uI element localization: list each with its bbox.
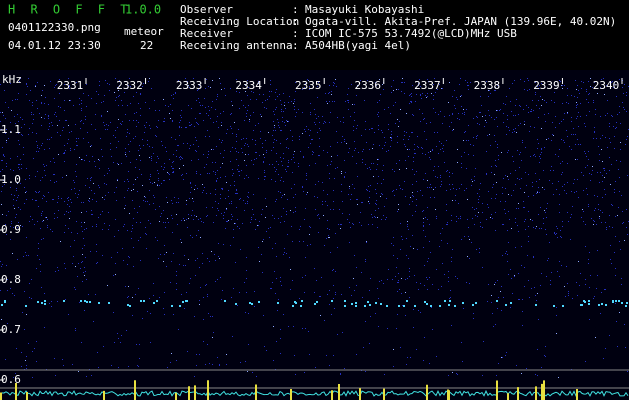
meteor-spikes xyxy=(0,380,578,400)
plot-area xyxy=(0,70,629,400)
noise-layer xyxy=(0,78,629,400)
separator: : xyxy=(292,3,299,16)
station-label: Receiving antenna xyxy=(180,39,293,52)
x-tick-label: 2340 xyxy=(593,79,620,92)
x-tick-label: 2334 xyxy=(235,79,262,92)
x-tick-label: 2337 xyxy=(414,79,441,92)
file-name: 0401122330.png xyxy=(8,21,101,34)
station-value: A504HB(yagi 4el) xyxy=(305,39,411,52)
y-tick-label: 0.8 xyxy=(1,273,21,286)
x-tick-label: 2332 xyxy=(116,79,143,92)
x-tick-label: 2331 xyxy=(57,79,84,92)
station-value: ICOM IC-575 53.7492(@LCD)MHz USB xyxy=(305,27,517,40)
echo-line xyxy=(1,300,628,307)
meteor-label: meteor xyxy=(124,25,164,38)
x-tick-label: 2336 xyxy=(355,79,382,92)
x-tick-label: 2335 xyxy=(295,79,322,92)
separator: : xyxy=(292,15,299,28)
x-tick-label: 2339 xyxy=(533,79,560,92)
separator: : xyxy=(292,27,299,40)
station-label: Observer xyxy=(180,3,233,16)
y-tick-label: 0.9 xyxy=(1,223,21,236)
station-value: Ogata-vill. Akita-Pref. JAPAN (139.96E, … xyxy=(305,15,616,28)
app-name: H R O F F T xyxy=(8,3,131,17)
y-tick-label: 0.6 xyxy=(1,373,21,386)
axes: 0.6 0.7 0.8 0.9 1.0 1.1 2331 2332 2333 2334 2335 23… xyxy=(0,78,623,386)
x-tick-label: 2333 xyxy=(176,79,203,92)
y-tick-label: 0.7 xyxy=(1,323,21,336)
station-value: Masayuki Kobayashi xyxy=(305,3,424,16)
x-tick-label: 2338 xyxy=(474,79,501,92)
version: 1.0.0 xyxy=(125,3,161,17)
y-tick-label: 1.0 xyxy=(1,173,21,186)
y-tick-label: 1.1 xyxy=(1,123,21,136)
timestamp: 04.01.12 23:30 xyxy=(8,39,101,52)
meteor-count: 22 xyxy=(140,39,153,52)
separator: : xyxy=(292,39,299,52)
y-axis-label: kHz xyxy=(2,73,22,86)
station-label: Receiving Location xyxy=(180,15,299,28)
station-label: Receiver xyxy=(180,27,233,40)
station-info: Observer: Masayuki Kobayashi Receiving Loc… xyxy=(180,3,616,52)
